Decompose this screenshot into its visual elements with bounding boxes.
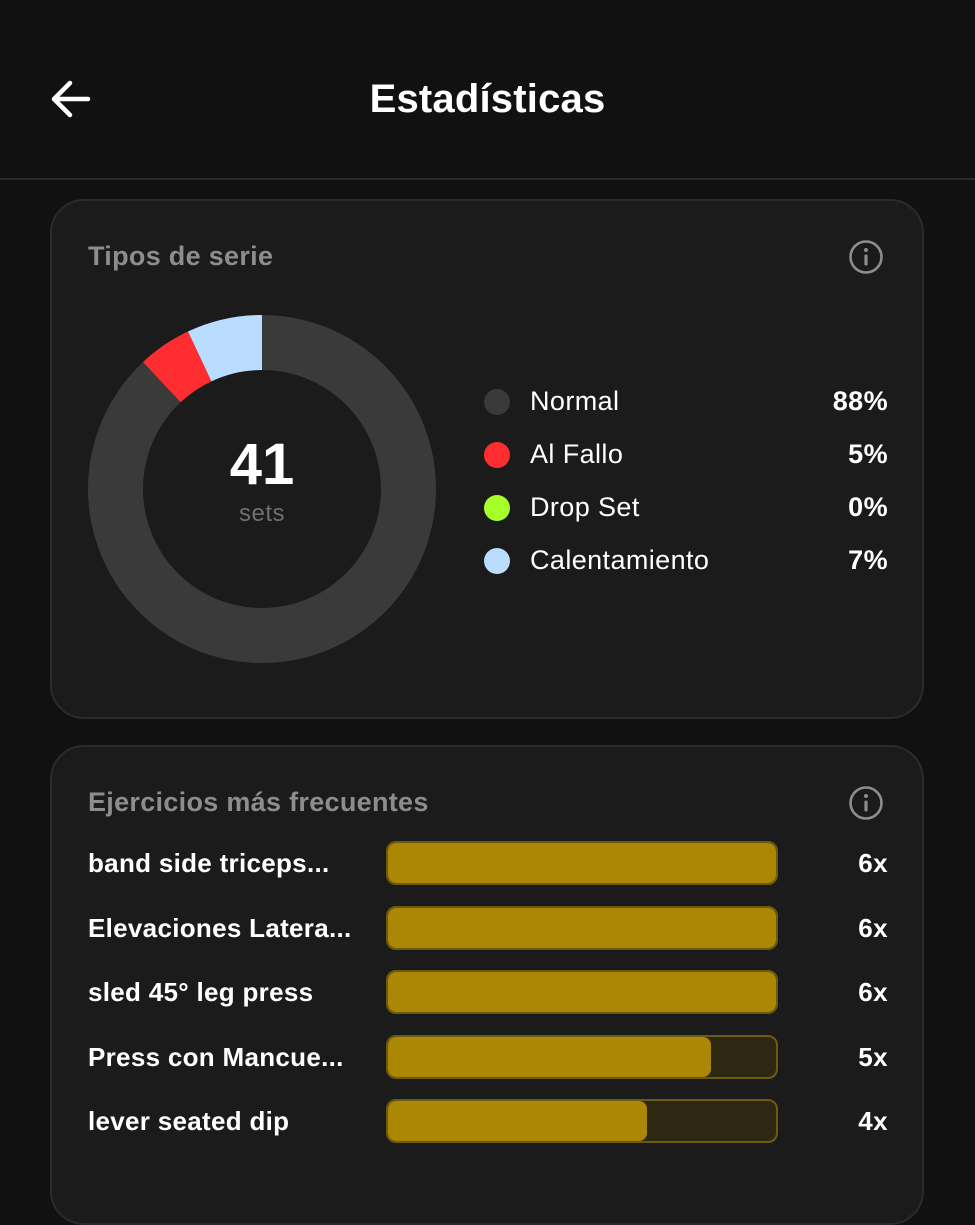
exercise-name: lever seated dip: [88, 1106, 290, 1136]
exercise-bar-chart: band side triceps... 6x Elevaciones Late…: [88, 841, 888, 1164]
exercise-bar: [388, 972, 776, 1012]
legend-item-normal: Normal 88%: [484, 375, 888, 428]
frequent-exercises-card: Ejercicios más frecuentes band side tric…: [50, 745, 924, 1225]
exercise-row[interactable]: Elevaciones Latera... 6x: [88, 905, 888, 971]
exercise-row[interactable]: Press con Mancue... 5x: [88, 1034, 888, 1100]
exercise-row[interactable]: band side triceps... 6x: [88, 841, 888, 906]
legend-dot: [484, 441, 510, 468]
legend-dot: [484, 494, 510, 521]
exercise-count: 6x: [858, 912, 888, 943]
exercise-bar: [388, 907, 776, 948]
exercise-bar: [388, 1101, 647, 1141]
exercise-bar-track: [386, 841, 778, 885]
legend-dot: [484, 547, 510, 574]
exercise-name: sled 45° leg press: [88, 977, 314, 1007]
page-title: Estadísticas: [369, 77, 606, 121]
legend-label: Calentamiento: [530, 545, 710, 575]
legend-dot: [484, 388, 510, 415]
exercise-count: 4x: [858, 1106, 888, 1136]
exercise-count: 5x: [858, 1041, 888, 1072]
arrow-left-icon: [51, 80, 91, 118]
exercise-name: Elevaciones Latera...: [88, 912, 352, 943]
donut-total-sets: 41: [229, 432, 295, 497]
exercise-bar: [388, 1036, 712, 1077]
info-icon: [849, 240, 883, 274]
legend-percentage: 5%: [848, 439, 888, 469]
exercises-info-button[interactable]: [848, 785, 884, 821]
series-donut-chart: 41 sets: [87, 315, 436, 663]
exercise-name: band side triceps...: [88, 848, 330, 878]
exercise-bar-track: [386, 1099, 778, 1143]
donut-slice-calentamiento: [187, 315, 262, 382]
series-types-title: Tipos de serie: [88, 241, 274, 271]
info-icon: [849, 786, 883, 820]
legend-item-drop-set: Drop Set 0%: [484, 481, 888, 534]
exercise-name: Press con Mancue...: [88, 1041, 344, 1072]
donut-center: 41 sets: [88, 315, 436, 663]
series-types-card: Tipos de serie 41 sets Normal 88% Al Fal…: [50, 199, 924, 719]
legend-item-calentamiento: Calentamiento 7%: [484, 534, 888, 587]
exercise-bar-track: [386, 905, 778, 950]
legend-label: Al Fallo: [530, 439, 624, 469]
exercise-count: 6x: [858, 977, 888, 1007]
donut-slice-normal: [87, 315, 436, 663]
donut-unit-label: sets: [238, 500, 285, 527]
donut-slice-al-fallo: [142, 331, 212, 403]
legend-percentage: 88%: [832, 386, 888, 416]
frequent-exercises-title: Ejercicios más frecuentes: [88, 787, 429, 817]
exercise-row[interactable]: lever seated dip 4x: [88, 1099, 888, 1164]
legend-percentage: 0%: [848, 492, 888, 522]
exercise-bar-track: [386, 970, 778, 1014]
legend-percentage: 7%: [848, 545, 888, 575]
top-bar: Estadísticas: [0, 0, 975, 180]
legend-item-al-fallo: Al Fallo 5%: [484, 428, 888, 481]
exercise-count: 6x: [858, 848, 888, 878]
exercise-bar: [388, 843, 776, 883]
legend-label: Drop Set: [530, 492, 640, 522]
series-legend: Normal 88% Al Fallo 5% Drop Set 0% Calen…: [484, 375, 888, 587]
exercise-bar-track: [386, 1034, 778, 1079]
back-button[interactable]: [40, 72, 100, 126]
legend-label: Normal: [530, 386, 620, 416]
series-info-button[interactable]: [848, 239, 884, 275]
exercise-row[interactable]: sled 45° leg press 6x: [88, 970, 888, 1035]
